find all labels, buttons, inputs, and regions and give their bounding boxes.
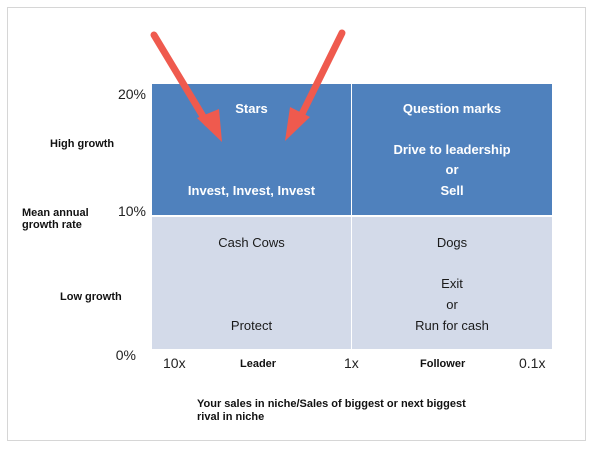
question-marks-title: Question marks [402, 101, 502, 116]
dogs-line1: Exit [441, 276, 463, 291]
y-tick-20: 20% [117, 86, 146, 102]
x-axis-title-line1: Your sales in niche/Sales of biggest or … [197, 398, 466, 410]
quadrant-cash-cows: Cash Cows Protect [152, 217, 351, 349]
stars-action: Invest, Invest, Invest [187, 183, 316, 198]
quadrant-dogs: Dogs Exit or Run for cash [352, 217, 552, 349]
y-axis-title-line2: growth rate [22, 219, 82, 231]
question-marks-line2: or [445, 162, 459, 177]
cash-cows-action: Protect [230, 318, 273, 333]
x-tick-10x: 10x [163, 355, 186, 371]
x-label-follower: Follower [420, 358, 466, 370]
quadrant-question-marks: Question marks Drive to leadership or Se… [352, 84, 552, 215]
dogs-title: Dogs [436, 235, 468, 250]
y-label-low-growth: Low growth [60, 291, 122, 303]
x-axis-title-line2: rival in niche [197, 411, 265, 423]
question-marks-line1: Drive to leadership [393, 142, 511, 157]
x-tick-1x: 1x [344, 355, 359, 371]
cash-cows-title: Cash Cows [218, 235, 285, 250]
arrow-left [150, 31, 222, 142]
x-tick-0-1x: 0.1x [519, 355, 546, 371]
y-tick-10: 10% [117, 203, 146, 219]
quadrant-stars: Stars Invest, Invest, Invest [152, 84, 351, 215]
arrow-right [285, 29, 346, 141]
x-label-leader: Leader [240, 358, 277, 370]
y-tick-0: 0% [115, 347, 136, 363]
stars-title: Stars [235, 101, 268, 116]
dogs-line3: Run for cash [415, 318, 489, 333]
y-label-high-growth: High growth [50, 138, 115, 150]
y-axis-title-line1: Mean annual [22, 207, 89, 219]
dogs-line2: or [446, 297, 458, 312]
question-marks-line3: Sell [440, 183, 464, 198]
